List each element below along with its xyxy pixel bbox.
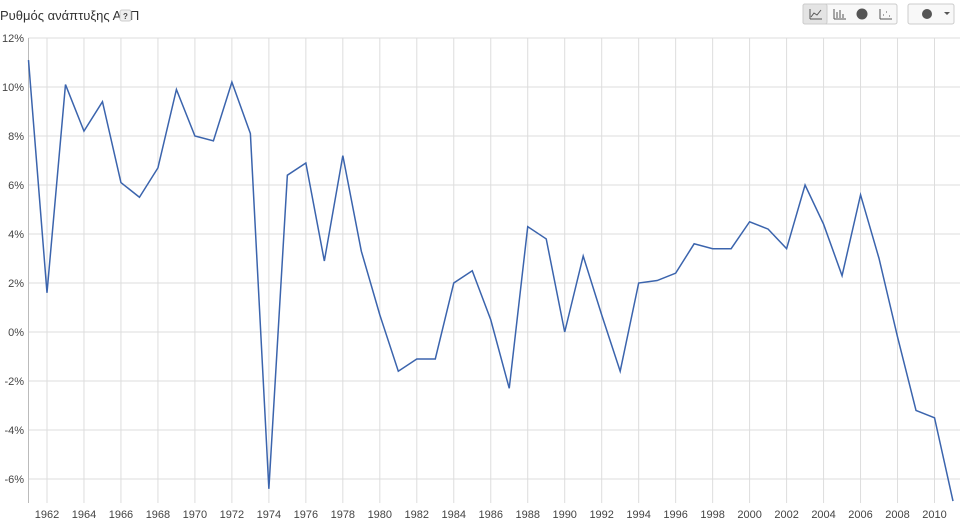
x-tick-label: 1990 (552, 509, 576, 521)
x-tick-label: 2006 (848, 509, 872, 521)
y-tick-label: -4% (4, 425, 24, 437)
x-tick-label: 1970 (183, 509, 207, 521)
y-tick-label: 8% (8, 131, 24, 143)
y-tick-label: 2% (8, 278, 24, 290)
help-text[interactable]: ? (123, 12, 128, 21)
x-tick-label: 1992 (589, 509, 613, 521)
map-icon (856, 8, 868, 20)
y-tick-label: 6% (8, 180, 24, 192)
x-tick-label: 1984 (442, 509, 466, 521)
data-line (27, 59, 954, 502)
x-tick-label: 1966 (109, 509, 133, 521)
x-tick-label: 1998 (700, 509, 724, 521)
x-tick-label: 1972 (220, 509, 244, 521)
bar-icon (833, 9, 846, 20)
x-tick-label: 1994 (626, 509, 650, 521)
x-tick-label: 1978 (331, 509, 355, 521)
x-tick-label: 1986 (479, 509, 503, 521)
x-tick-label: 2000 (737, 509, 761, 521)
y-tick-label: 4% (8, 229, 24, 241)
x-tick-label: 2010 (922, 509, 946, 521)
y-tick-label: 0% (8, 327, 24, 339)
x-tick-label: 1988 (515, 509, 539, 521)
x-tick-label: 1980 (368, 509, 392, 521)
x-tick-label: 1962 (35, 509, 59, 521)
y-tick-label: -6% (4, 474, 24, 486)
x-tick-label: 2008 (885, 509, 909, 521)
toolbar (802, 3, 955, 25)
gear-icon (922, 9, 932, 19)
x-tick-label: 2002 (774, 509, 798, 521)
help-button[interactable] (119, 9, 132, 22)
x-tick-label: 1968 (146, 509, 170, 521)
x-tick-label: 1996 (663, 509, 687, 521)
y-tick-label: 10% (2, 82, 24, 94)
y-tick-label: -2% (4, 376, 24, 388)
x-tick-label: 2004 (811, 509, 835, 521)
scatter-icon (879, 9, 892, 20)
x-tick-label: 1976 (294, 509, 318, 521)
chart-title: Ρυθμός ανάπτυξης ΑΕΠ (0, 8, 139, 23)
x-tick-label: 1964 (72, 509, 96, 521)
x-tick-label: 1982 (405, 509, 429, 521)
y-tick-label: 12% (2, 33, 24, 45)
line-icon (809, 9, 822, 20)
dropdown-arrow (944, 12, 950, 15)
x-tick-label: 1974 (257, 509, 281, 521)
